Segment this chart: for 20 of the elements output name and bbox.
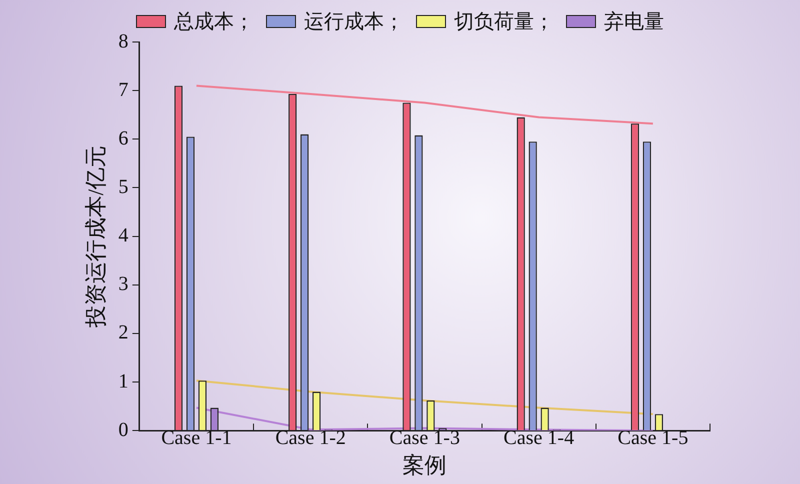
y-tick-label: 5 [118,176,128,198]
y-axis-title: 投资运行成本/亿元 [82,145,108,328]
y-tick-label: 7 [118,78,128,101]
legend-label: 切负荷量； [454,10,554,35]
y-tick-label: 1 [118,370,128,392]
x-axis-title: 案例 [402,452,447,478]
x-tick-label: Case 1-5 [618,426,688,449]
y-tick-label: 3 [118,273,128,296]
x-tick-label: Case 1-1 [161,426,232,449]
x-tick-label: Case 1-4 [504,426,574,449]
y-tick-label: 2 [118,322,128,344]
x-tick-label: Case 1-3 [389,426,460,449]
y-tick-label: 4 [118,224,128,247]
x-tick-label: Case 1-2 [275,426,346,449]
legend-label: 弃电量 [604,10,664,35]
y-tick-label: 0 [118,418,128,441]
legend-label: 运行成本； [304,10,404,35]
y-tick-label: 8 [118,30,128,52]
text: 总成本； [174,10,254,35]
y-tick-label: 6 [118,127,128,150]
